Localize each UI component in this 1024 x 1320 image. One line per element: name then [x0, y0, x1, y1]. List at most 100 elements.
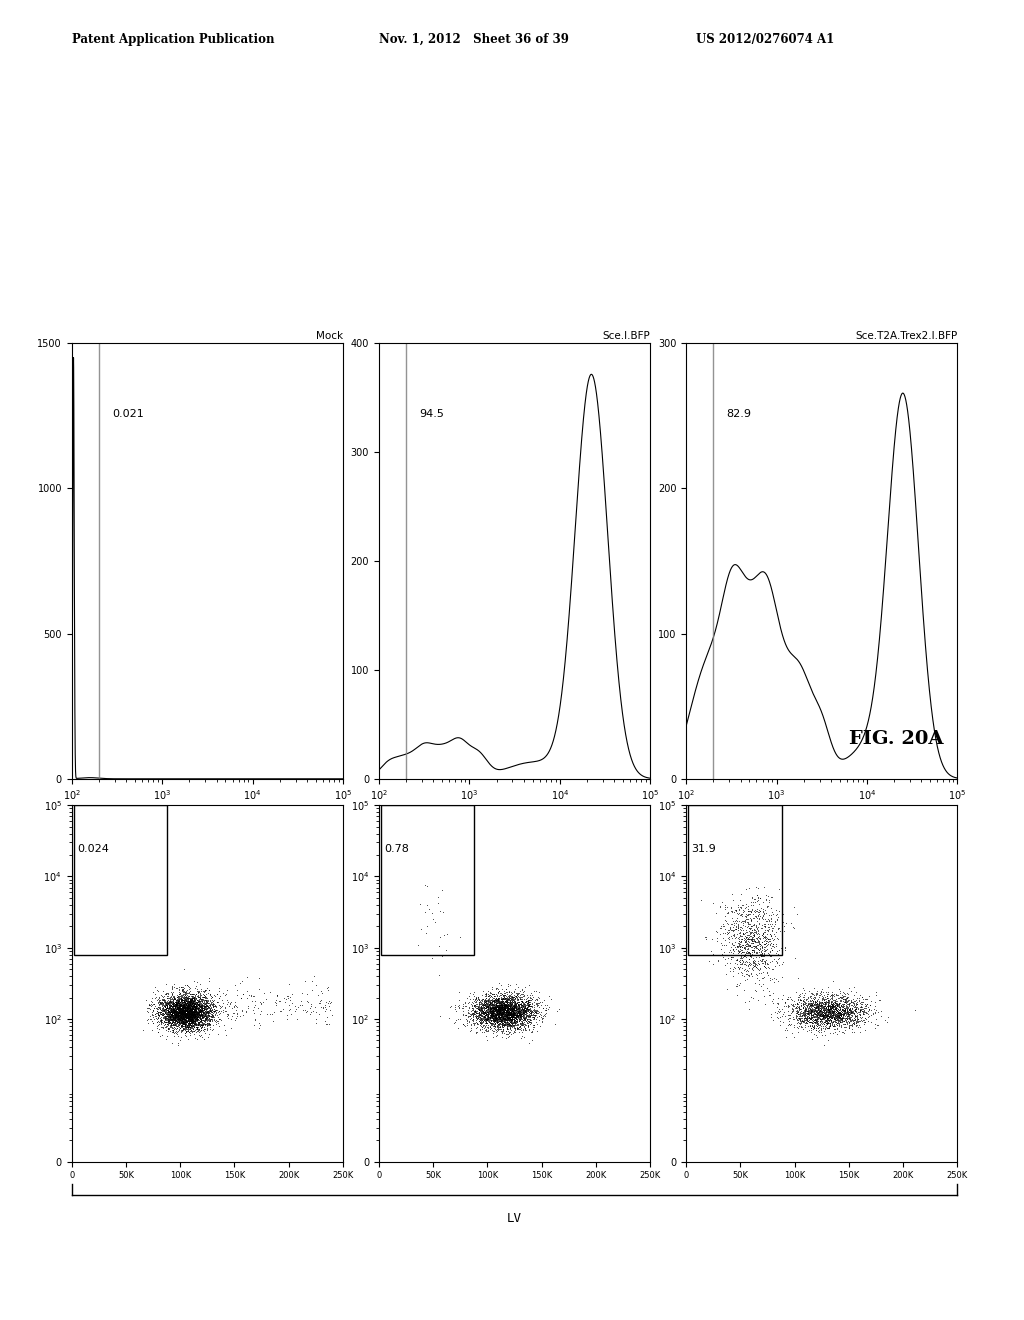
Point: [182, 991, 199, 1012]
Point: [497, 1006, 513, 1027]
Point: [205, 995, 221, 1016]
Point: [748, 915, 764, 936]
Point: [483, 998, 500, 1019]
Point: [153, 993, 169, 1014]
Point: [510, 1001, 526, 1022]
Point: [164, 1003, 180, 1024]
Point: [803, 1005, 819, 1026]
Point: [154, 990, 170, 1011]
Point: [194, 989, 210, 1010]
Point: [184, 995, 201, 1016]
Point: [717, 917, 733, 939]
Point: [185, 999, 202, 1020]
Point: [165, 998, 181, 1019]
Point: [144, 1006, 161, 1027]
Point: [495, 997, 511, 1018]
Point: [740, 953, 757, 974]
Point: [868, 1015, 885, 1036]
Point: [508, 997, 524, 1018]
Point: [182, 1003, 199, 1024]
Point: [741, 921, 758, 942]
Point: [176, 1008, 193, 1030]
Point: [790, 1008, 806, 1030]
Point: [814, 997, 830, 1018]
Point: [184, 991, 201, 1012]
Point: [808, 994, 824, 1015]
Point: [525, 1001, 542, 1022]
Point: [530, 1010, 547, 1031]
Point: [837, 989, 853, 1010]
Point: [816, 1014, 833, 1035]
Point: [175, 1005, 191, 1026]
Point: [166, 987, 182, 1008]
Point: [177, 981, 194, 1002]
Point: [488, 997, 505, 1018]
Point: [483, 1003, 500, 1024]
Point: [463, 1005, 479, 1026]
Point: [830, 995, 847, 1016]
Point: [151, 993, 167, 1014]
Point: [183, 993, 200, 1014]
Point: [823, 994, 840, 1015]
Point: [506, 997, 522, 1018]
Point: [482, 1012, 499, 1034]
Point: [796, 990, 812, 1011]
Point: [150, 997, 166, 1018]
Point: [490, 997, 507, 1018]
Point: [143, 995, 160, 1016]
Point: [166, 1010, 182, 1031]
Point: [501, 1011, 517, 1032]
Point: [520, 991, 537, 1012]
Point: [142, 994, 159, 1015]
Point: [519, 1008, 536, 1030]
Point: [729, 937, 745, 958]
Point: [501, 981, 517, 1002]
Point: [151, 1010, 167, 1031]
Point: [826, 1007, 843, 1028]
Point: [476, 991, 493, 1012]
Point: [803, 1005, 819, 1026]
Point: [485, 997, 502, 1018]
Point: [741, 878, 758, 899]
Point: [173, 1003, 189, 1024]
Point: [822, 1023, 839, 1044]
Point: [187, 983, 204, 1005]
Point: [802, 1002, 818, 1023]
Point: [825, 1001, 842, 1022]
Point: [179, 1007, 196, 1028]
Point: [831, 1006, 848, 1027]
Point: [175, 989, 191, 1010]
Point: [164, 1010, 180, 1031]
Point: [182, 999, 199, 1020]
Point: [493, 997, 509, 1018]
Point: [470, 1007, 486, 1028]
Point: [168, 1016, 184, 1038]
Point: [180, 990, 197, 1011]
Point: [498, 1008, 514, 1030]
Point: [183, 990, 200, 1011]
Point: [489, 995, 506, 1016]
Point: [165, 1008, 181, 1030]
Point: [184, 1016, 201, 1038]
Point: [472, 1001, 488, 1022]
Point: [182, 1008, 199, 1030]
Point: [495, 994, 511, 1015]
Point: [510, 977, 526, 998]
Point: [492, 995, 508, 1016]
Point: [514, 995, 530, 1016]
Point: [477, 995, 494, 1016]
Point: [823, 997, 840, 1018]
Point: [167, 1006, 183, 1027]
Point: [175, 1005, 191, 1026]
Point: [495, 1019, 511, 1040]
Point: [177, 986, 194, 1007]
Point: [784, 995, 801, 1016]
Point: [511, 1001, 527, 1022]
Point: [749, 902, 765, 923]
Point: [182, 1012, 199, 1034]
Point: [189, 1007, 206, 1028]
Point: [166, 1014, 182, 1035]
Point: [800, 1001, 816, 1022]
Point: [185, 998, 202, 1019]
Point: [202, 989, 218, 1010]
